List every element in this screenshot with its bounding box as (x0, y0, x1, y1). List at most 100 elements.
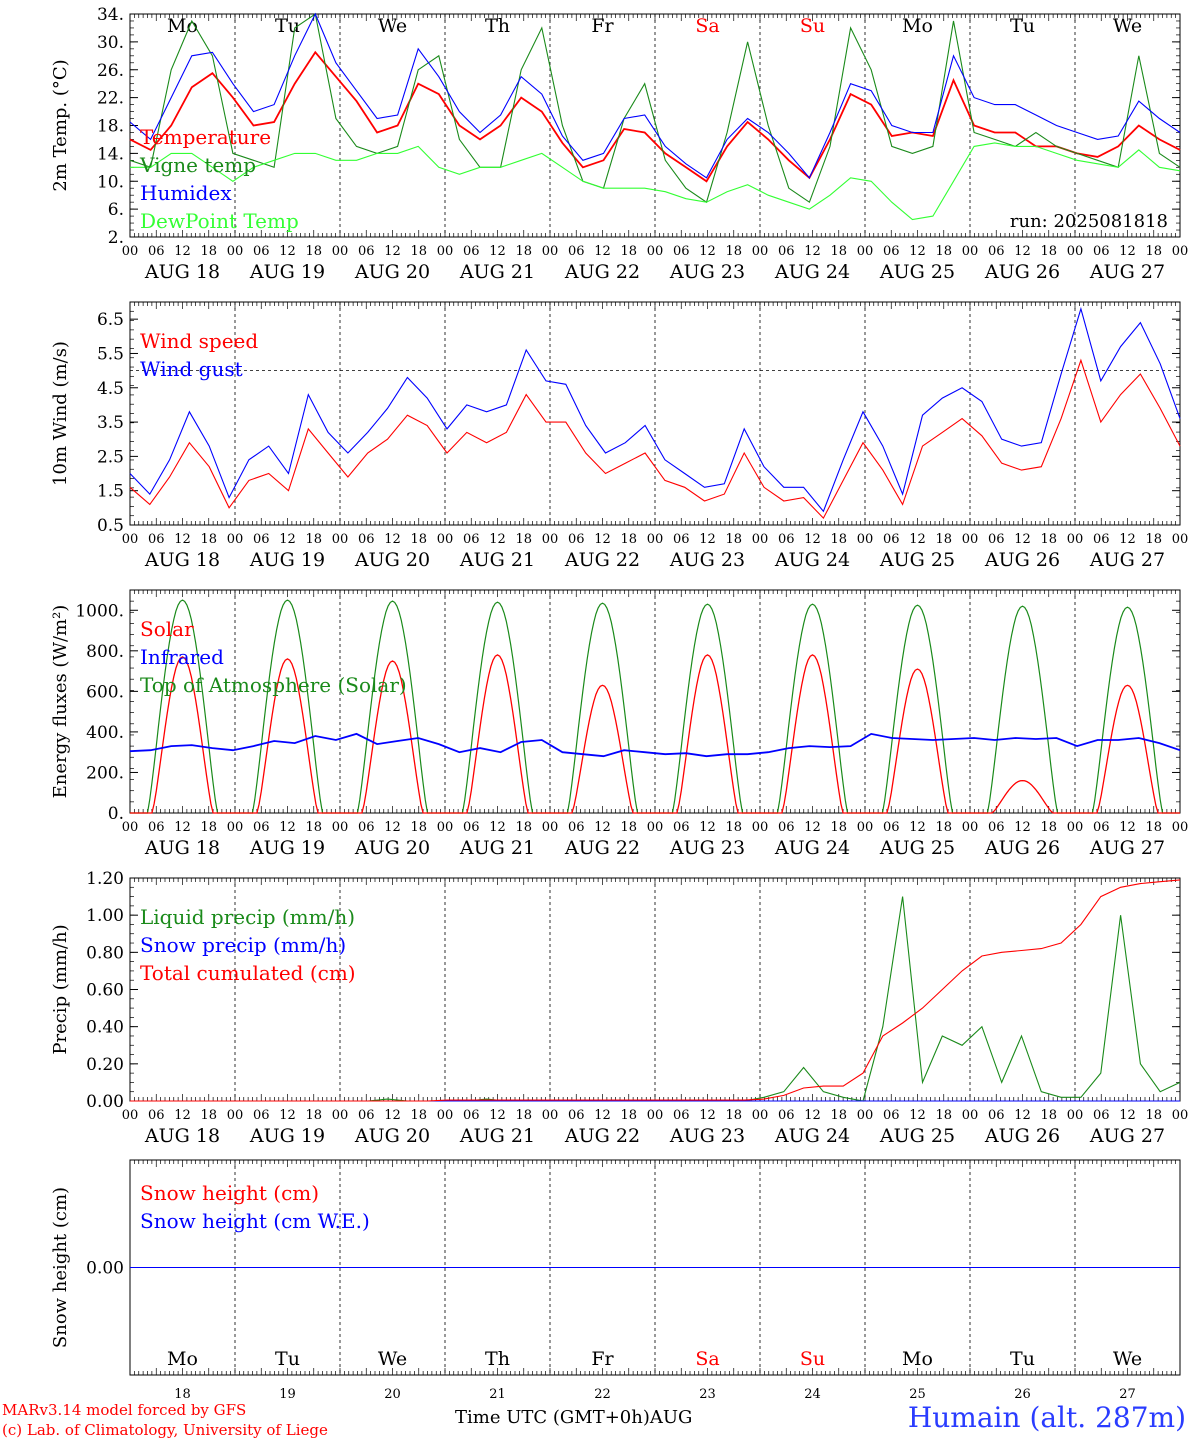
x-hour-label: 18 (305, 820, 322, 835)
x-hour-label: 12 (699, 820, 716, 835)
x-hour-label: 18 (1040, 1108, 1057, 1123)
weekday-label: Th (485, 1348, 510, 1370)
x-date-label: AUG 25 (879, 837, 955, 859)
x-hour-label: 12 (279, 820, 296, 835)
x-hour-label: 12 (174, 1108, 191, 1123)
x-date-label: AUG 23 (669, 549, 745, 571)
weekday-label: Su (800, 15, 825, 37)
x-hour-label: 00 (437, 1108, 454, 1123)
x-hour-label: 12 (174, 244, 191, 259)
series-solar (130, 654, 1180, 814)
x-hour-label: 00 (122, 532, 139, 547)
y-tick-label: 0.00 (86, 1092, 124, 1112)
legend-entry: Vigne temp (139, 153, 256, 177)
x-hour-label: 00 (857, 244, 874, 259)
day-number-label: 25 (909, 1387, 926, 1402)
series-infrared (129, 732, 1181, 758)
weekday-label: Fr (591, 1348, 614, 1370)
x-hour-label: 06 (463, 244, 480, 259)
x-hour-label: 06 (358, 820, 375, 835)
x-hour-label: 18 (1040, 820, 1057, 835)
x-hour-label: 18 (1040, 244, 1057, 259)
x-hour-label: 00 (962, 244, 979, 259)
day-number-label: 22 (594, 1387, 611, 1402)
x-hour-label: 06 (358, 532, 375, 547)
station-name: Humain (alt. 287m) (907, 1401, 1186, 1434)
day-number-label: 26 (1014, 1387, 1031, 1402)
day-number-label: 24 (804, 1387, 821, 1402)
x-date-label: AUG 21 (459, 549, 535, 571)
x-hour-label: 12 (909, 244, 926, 259)
x-hour-label: 06 (253, 820, 270, 835)
x-hour-label: 12 (489, 820, 506, 835)
x-hour-label: 12 (384, 1108, 401, 1123)
x-hour-label: 06 (568, 820, 585, 835)
x-hour-label: 06 (883, 532, 900, 547)
weekday-label: Mo (902, 1348, 933, 1370)
x-date-label: AUG 26 (984, 549, 1060, 571)
x-hour-label: 12 (174, 532, 191, 547)
x-hour-label: 00 (857, 532, 874, 547)
x-hour-label: 00 (332, 532, 349, 547)
y-tick-label: 2.5 (97, 447, 124, 467)
x-hour-label: 00 (647, 532, 664, 547)
x-date-label: AUG 25 (879, 261, 955, 283)
x-hour-label: 00 (857, 820, 874, 835)
x-date-label: AUG 19 (249, 549, 325, 571)
weekday-label: Mo (167, 15, 198, 37)
lab-credit: (c) Lab. of Climatology, University of L… (2, 1421, 328, 1439)
x-hour-label: 12 (1014, 820, 1031, 835)
x-hour-label: 12 (489, 1108, 506, 1123)
x-hour-label: 06 (463, 1108, 480, 1123)
legend-entry: Total cumulated (cm) (140, 961, 356, 985)
x-hour-label: 06 (148, 820, 165, 835)
x-hour-label: 18 (200, 820, 217, 835)
day-number-label: 27 (1119, 1387, 1136, 1402)
weekday-label: Sa (695, 15, 719, 37)
x-date-label: AUG 22 (564, 1125, 640, 1147)
weekday-label: Tu (275, 1348, 300, 1370)
x-hour-label: 06 (988, 1108, 1005, 1123)
x-hour-label: 12 (699, 532, 716, 547)
y-tick-label: 0.40 (86, 1018, 124, 1038)
x-date-label: AUG 24 (774, 837, 850, 859)
x-hour-label: 12 (804, 532, 821, 547)
plot-frame (129, 13, 1181, 238)
x-date-label: AUG 20 (354, 837, 430, 859)
x-hour-label: 12 (279, 532, 296, 547)
x-hour-label: 00 (752, 820, 769, 835)
x-hour-label: 00 (1067, 532, 1084, 547)
x-hour-label: 00 (752, 1108, 769, 1123)
x-hour-label: 00 (1172, 1108, 1189, 1123)
x-hour-label: 18 (1145, 244, 1162, 259)
x-hour-label: 18 (620, 532, 637, 547)
panel-2: 6.5 5.5 4.5 3.5 2.5 1.5 0.5 10m Wind (m/s) 00 06 1… (50, 301, 1188, 571)
x-hour-label: 06 (148, 244, 165, 259)
y-tick-label: 0. (108, 804, 124, 824)
x-hour-label: 00 (227, 1108, 244, 1123)
x-hour-label: 18 (620, 820, 637, 835)
x-hour-label: 06 (253, 532, 270, 547)
x-hour-label: 12 (804, 1108, 821, 1123)
x-hour-label: 18 (935, 1108, 952, 1123)
y-axis-label: 2m Temp. (°C) (50, 59, 71, 191)
x-hour-label: 06 (778, 820, 795, 835)
x-hour-label: 12 (1119, 244, 1136, 259)
x-hour-label: 12 (804, 820, 821, 835)
x-hour-label: 06 (988, 532, 1005, 547)
x-date-label: AUG 18 (144, 1125, 220, 1147)
panel-5: 0.00 Snow height (cm) Mo Tu We Th Fr Sa Su Mo Tu We… (50, 1159, 1181, 1402)
legend-entry: Liquid precip (mm/h) (140, 905, 355, 929)
x-hour-label: 18 (200, 532, 217, 547)
y-axis-label: 10m Wind (m/s) (50, 341, 71, 486)
x-date-label: AUG 19 (249, 261, 325, 283)
legend-entry: Solar (140, 617, 194, 641)
x-date-label: AUG 18 (144, 261, 220, 283)
x-hour-label: 00 (647, 1108, 664, 1123)
legend-entry: Wind gust (140, 357, 243, 381)
x-hour-label: 18 (410, 244, 427, 259)
x-hour-label: 00 (122, 244, 139, 259)
x-hour-label: 00 (437, 244, 454, 259)
x-hour-label: 18 (200, 244, 217, 259)
y-tick-label: 2. (108, 228, 124, 248)
